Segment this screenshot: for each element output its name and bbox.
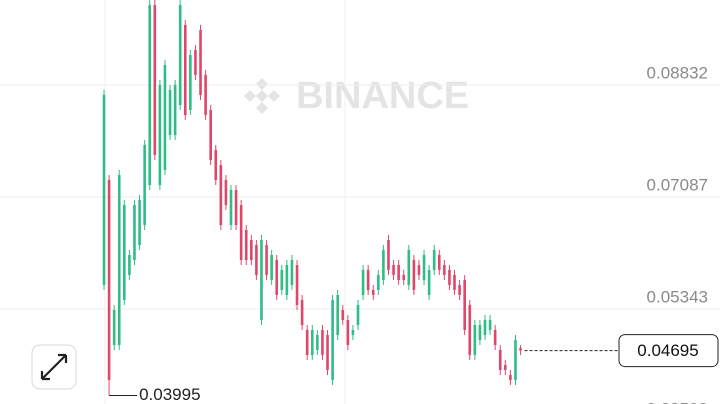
candle-body [189,55,192,110]
candle-body [382,249,385,280]
candle-body [402,274,406,280]
candle-body [194,50,197,75]
candle-body [371,289,375,295]
candle-body [112,310,116,346]
candle-body [102,95,106,285]
candle-body [407,249,411,285]
y-tick-label: 0.08832 [647,63,708,82]
last-price-label: 0.04695 [637,341,698,360]
candle-body [107,180,111,380]
candle-body [173,84,177,136]
last-price-box [618,334,719,368]
candle-body [443,265,446,275]
candle-body [504,364,507,370]
candle-body [234,189,238,226]
watermark-text: BINANCE [296,75,469,117]
low-marker-label: 0.03995 [139,385,200,404]
expand-icon[interactable] [40,353,68,381]
candle-body [493,329,497,346]
candle-body [199,29,202,96]
y-tick-label: 0.03598 [647,399,708,404]
candle-body [509,374,512,380]
candle-body [321,329,324,356]
candle-body [270,254,273,280]
candles [102,0,522,396]
candle-body [265,244,268,275]
candle-body [331,299,334,380]
candle-body [244,229,248,261]
candle-body [209,109,212,160]
candle-body [346,319,350,346]
candle-body [290,260,294,285]
candle-body [163,64,167,170]
candle-body [392,265,395,275]
candle-body [458,284,461,295]
candle-body [498,350,502,370]
candle-body [519,347,522,351]
candle-body [478,324,482,340]
candle-body [143,144,146,226]
y-tick-label: 0.07087 [647,176,708,195]
watermark: BINANCE [244,75,469,117]
candle-body [128,254,131,275]
candle-body [514,339,517,380]
candle-body [361,269,365,295]
candle-body [158,84,162,186]
candle-body [448,269,451,285]
candle-body [250,239,253,261]
y-tick-label: 0.05343 [647,287,708,306]
candle-body [316,334,319,351]
candle-body [275,260,279,295]
candle-body [366,269,370,290]
candle-body [138,199,141,245]
candle-body [255,244,258,275]
candle-body [468,305,472,356]
candle-body [295,265,299,306]
candle-body [387,239,390,270]
candle-body [356,305,360,325]
candle-body [178,5,182,105]
expand-button[interactable] [31,344,77,390]
candle-body [483,319,487,335]
candle-body [229,189,233,226]
candle-body [183,24,187,115]
candle-body [412,260,416,290]
candle-body [397,265,400,280]
candle-body [214,149,218,181]
candle-body [326,334,329,370]
candle-body [285,265,289,295]
candle-body [117,175,121,346]
candle-body [224,180,228,205]
candle-body [453,274,456,290]
candle-body [300,299,304,325]
candle-body [305,329,309,356]
candle-body [427,269,431,295]
candle-body [123,204,126,300]
candle-body [310,329,314,356]
candle-body [341,310,345,320]
candle-body [488,319,492,330]
candle-body [336,294,339,335]
candle-body [204,74,207,115]
candle-body [148,5,152,186]
candle-body [280,269,284,290]
candle-body [432,249,436,270]
candle-body [260,239,263,320]
candle-body [168,90,172,136]
candle-body [473,324,477,356]
candle-body [239,204,243,261]
candle-body [422,254,426,280]
watermark-logo [244,78,280,114]
candle-body [219,164,223,226]
candle-body [437,254,441,270]
candle-body [377,274,380,290]
candle-body [463,279,466,330]
candle-body [417,265,421,275]
candle-body [133,204,136,261]
candle-body [153,5,157,155]
grid: 0.08832 0.07087 0.05343 0.03598 [0,63,720,404]
candle-body [351,329,355,335]
